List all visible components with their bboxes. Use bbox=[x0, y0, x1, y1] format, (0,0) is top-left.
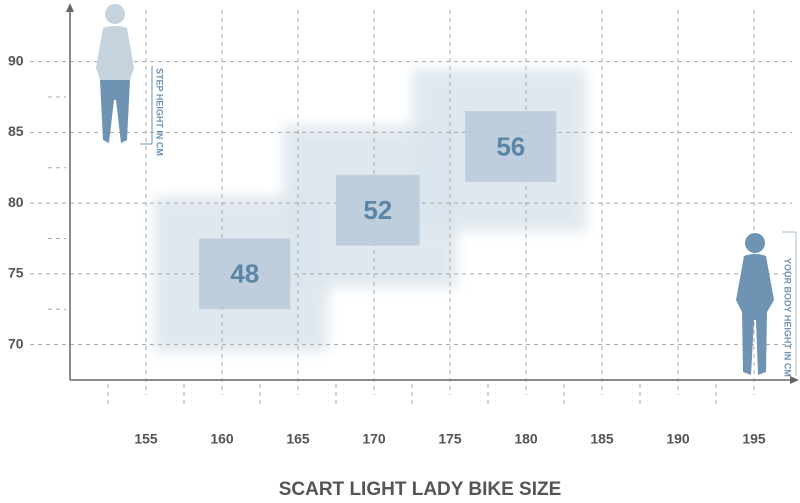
size-range-core bbox=[465, 111, 557, 182]
x-tick-label: 195 bbox=[742, 431, 766, 447]
size-label: 56 bbox=[496, 131, 525, 161]
x-tick-label: 165 bbox=[286, 431, 310, 447]
woman-figure-step bbox=[96, 4, 134, 143]
size-range-core bbox=[199, 238, 291, 310]
size-label: 48 bbox=[230, 259, 259, 289]
y-tick-label: 75 bbox=[8, 265, 24, 281]
x-note: YOUR BODY HEIGHT IN CM bbox=[783, 258, 793, 377]
chart-title: SCART LIGHT LADY BIKE SIZE bbox=[279, 479, 562, 500]
x-tick-label: 180 bbox=[514, 431, 538, 447]
y-tick-label: 70 bbox=[8, 335, 24, 351]
y-tick-label: 80 bbox=[8, 194, 24, 210]
size-label: 52 bbox=[363, 195, 392, 225]
y-note: STEP HEIGHT IN CM bbox=[155, 68, 165, 156]
x-tick-label: 190 bbox=[666, 431, 690, 447]
y-tick-label: 85 bbox=[8, 123, 24, 139]
size-range-core bbox=[336, 174, 420, 246]
x-tick-label: 155 bbox=[134, 431, 158, 447]
x-tick-label: 170 bbox=[362, 431, 386, 447]
x-tick-label: 160 bbox=[210, 431, 234, 447]
x-tick-label: 175 bbox=[438, 431, 462, 447]
x-tick-label: 185 bbox=[590, 431, 614, 447]
woman-figure-body bbox=[736, 233, 774, 375]
x-axis-arrow bbox=[790, 376, 799, 384]
y-tick-label: 90 bbox=[8, 52, 24, 68]
y-axis-arrow bbox=[66, 3, 74, 12]
